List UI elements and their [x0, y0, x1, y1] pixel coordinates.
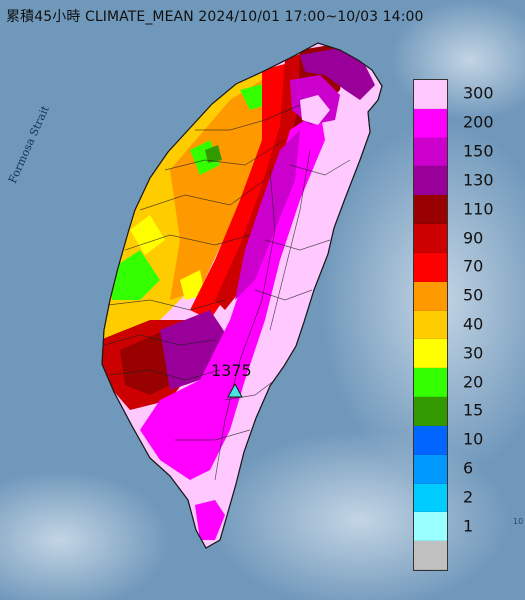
legend-label: 110: [463, 199, 494, 219]
rain-zone-50: [170, 75, 270, 300]
map-title: 累積45小時 CLIMATE_MEAN 2024/10/01 17:00~10/…: [6, 9, 424, 25]
legend-label: 130: [463, 170, 494, 190]
rain-zone-90: [215, 48, 315, 310]
rain-zone-15: [205, 145, 222, 163]
legend-swatch: [414, 195, 447, 225]
legend-swatch: [414, 368, 447, 398]
legend-swatch: [414, 512, 447, 542]
legend-label: 15: [463, 400, 484, 420]
cloud-patch: [0, 470, 170, 600]
legend-swatch: [414, 339, 447, 369]
rainfall-zones: [102, 45, 375, 540]
legend-swatch: [414, 137, 447, 167]
legend-swatch: [414, 252, 447, 282]
legend-swatch: [414, 80, 447, 109]
legend-colorbar: [413, 79, 448, 571]
rain-zone-150: [235, 130, 300, 300]
legend-label: 10: [463, 429, 484, 449]
legend-swatch: [414, 483, 447, 513]
corner-mark: 10: [513, 517, 524, 526]
legend-label: 50: [463, 285, 484, 305]
legend-label: 200: [463, 112, 494, 132]
legend-labels: 300 200 150 130 110 90 70 50 40 30 20 15 10 6 2 1: [455, 79, 525, 569]
legend-label: 90: [463, 228, 484, 248]
legend-label: 1: [463, 516, 474, 536]
legend-label: 6: [463, 458, 474, 478]
boundary-lines: [103, 104, 351, 481]
legend-swatch: [414, 425, 447, 455]
legend-swatch: [414, 108, 447, 138]
rain-zone-70: [190, 60, 300, 320]
legend-swatch: [414, 281, 447, 311]
legend-label: 150: [463, 141, 494, 161]
legend-swatch: [414, 397, 447, 426]
legend-swatch: [414, 541, 447, 571]
legend-swatch: [414, 454, 447, 484]
triangle-marker-icon: [227, 382, 243, 398]
legend-swatch: [414, 310, 447, 340]
legend-swatch: [414, 166, 447, 196]
rain-zone-20: [110, 250, 160, 300]
rain-zone-130: [300, 48, 375, 100]
rain-zone-300: [300, 95, 330, 125]
legend-swatch: [414, 224, 447, 253]
rain-zone-130: [160, 310, 230, 390]
legend-label: 300: [463, 83, 494, 103]
legend-label: 2: [463, 487, 474, 507]
legend-label: 20: [463, 372, 484, 392]
legend-label: 30: [463, 343, 484, 363]
legend-label: 70: [463, 256, 484, 276]
legend-label: 40: [463, 314, 484, 334]
rain-zone-30: [130, 215, 165, 255]
island-outline: [101, 42, 383, 549]
rain-zone-200: [195, 500, 225, 540]
max-value-label: 1375: [211, 361, 252, 380]
